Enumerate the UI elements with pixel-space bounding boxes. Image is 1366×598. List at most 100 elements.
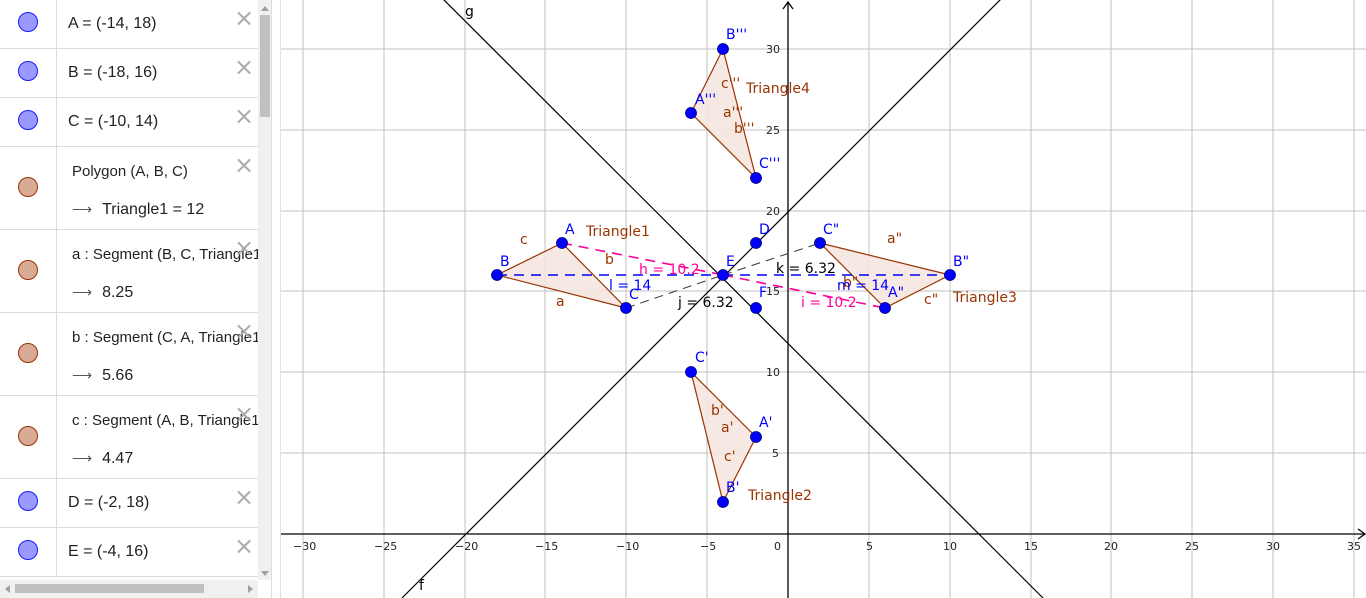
- point-marble-icon[interactable]: [18, 12, 38, 32]
- graphics-view[interactable]: −30 −25 −20 −15 −10 −5 0 5 10 15 20 25 3…: [280, 0, 1366, 598]
- svg-text:Triangle4: Triangle4: [745, 81, 810, 97]
- algebra-item-D[interactable]: D = (-2, 18) ×: [0, 479, 258, 528]
- segment-marble-icon[interactable]: [18, 426, 38, 446]
- triangle4[interactable]: Triangle4 a''' b''' c''': [690, 47, 810, 180]
- point-D[interactable]: [750, 237, 762, 249]
- point-marble-icon[interactable]: [18, 540, 38, 560]
- svg-text:c: c: [520, 232, 528, 248]
- scrollbar-thumb[interactable]: [15, 584, 204, 593]
- close-icon[interactable]: ×: [234, 151, 255, 179]
- algebra-item-triangle1[interactable]: Polygon (A, B, C) ⟶ Triangle1 = 12 ×: [0, 147, 258, 230]
- svg-text:l = 14: l = 14: [609, 278, 651, 294]
- algebra-item-text[interactable]: C = (-10, 14): [68, 113, 159, 130]
- svg-text:C": C": [823, 222, 839, 238]
- point-C-double-prime[interactable]: [814, 237, 826, 249]
- visibility-toggle[interactable]: [0, 230, 57, 312]
- segment-h[interactable]: h = 10.2: [561, 242, 724, 278]
- scrollbar-thumb[interactable]: [260, 15, 270, 117]
- algebra-item-C[interactable]: C = (-10, 14) ×: [0, 98, 258, 147]
- svg-text:g: g: [465, 4, 474, 20]
- point-A-triple-prime[interactable]: [685, 107, 697, 119]
- algebra-item-B[interactable]: B = (-18, 16) ×: [0, 49, 258, 98]
- svg-text:a": a": [887, 231, 902, 247]
- algebra-item-definition[interactable]: a : Segment (B, C, Triangle1): [72, 246, 258, 263]
- segment-k[interactable]: k = 6.32: [722, 242, 836, 277]
- algebra-item-segment-a[interactable]: a : Segment (B, C, Triangle1) ⟶ 8.25 ×: [0, 230, 258, 313]
- close-icon[interactable]: ×: [234, 400, 255, 428]
- svg-text:Triangle2: Triangle2: [747, 488, 812, 504]
- svg-text:−25: −25: [374, 540, 397, 553]
- point-B-double-prime[interactable]: [944, 269, 956, 281]
- algebra-item-output: ⟶ 5.66: [72, 367, 133, 385]
- polygon-marble-icon[interactable]: [18, 177, 38, 197]
- arrow-icon: ⟶: [72, 284, 93, 300]
- point-B-prime[interactable]: [717, 496, 729, 508]
- point-B[interactable]: [491, 269, 503, 281]
- point-F[interactable]: [750, 302, 762, 314]
- svg-text:i = 10.2: i = 10.2: [801, 295, 857, 311]
- algebra-item-segment-c[interactable]: c : Segment (A, B, Triangle1) ⟶ 4.47 ×: [0, 396, 258, 479]
- algebra-item-definition[interactable]: b : Segment (C, A, Triangle1): [72, 329, 258, 346]
- triangle1[interactable]: Triangle1 a b c: [495, 224, 650, 310]
- graphics-canvas[interactable]: −30 −25 −20 −15 −10 −5 0 5 10 15 20 25 3…: [281, 0, 1366, 598]
- segment-l[interactable]: l = 14: [497, 274, 723, 294]
- visibility-toggle[interactable]: [0, 49, 57, 97]
- algebra-item-text[interactable]: D = (-2, 18): [68, 494, 150, 511]
- point-A-prime[interactable]: [750, 431, 762, 443]
- segment-marble-icon[interactable]: [18, 343, 38, 363]
- visibility-toggle[interactable]: [0, 147, 57, 229]
- visibility-toggle[interactable]: [0, 528, 57, 576]
- scroll-down-icon[interactable]: [261, 571, 269, 576]
- svg-text:a: a: [556, 294, 565, 310]
- point-C[interactable]: [620, 302, 632, 314]
- visibility-toggle[interactable]: [0, 0, 57, 48]
- segment-i[interactable]: i = 10.2: [722, 274, 886, 311]
- visibility-toggle[interactable]: [0, 396, 57, 478]
- close-icon[interactable]: ×: [234, 532, 255, 560]
- point-A-double-prime[interactable]: [879, 302, 891, 314]
- svg-text:k = 6.32: k = 6.32: [776, 261, 836, 277]
- scroll-left-icon[interactable]: [5, 585, 10, 593]
- close-icon[interactable]: ×: [234, 53, 255, 81]
- close-icon[interactable]: ×: [234, 483, 255, 511]
- algebra-item-definition[interactable]: Polygon (A, B, C): [72, 163, 188, 180]
- triangle2[interactable]: Triangle2 a' b' c': [689, 370, 812, 504]
- svg-text:10: 10: [943, 540, 957, 553]
- algebra-item-A[interactable]: A = (-14, 18) ×: [0, 0, 258, 49]
- close-icon[interactable]: ×: [234, 317, 255, 345]
- line-f[interactable]: f: [401, 0, 1001, 598]
- svg-text:25: 25: [1185, 540, 1199, 553]
- scroll-right-icon[interactable]: [248, 585, 253, 593]
- segment-marble-icon[interactable]: [18, 260, 38, 280]
- visibility-toggle[interactable]: [0, 98, 57, 146]
- algebra-item-text[interactable]: B = (-18, 16): [68, 64, 158, 81]
- point-marble-icon[interactable]: [18, 61, 38, 81]
- scroll-up-icon[interactable]: [261, 6, 269, 11]
- point-B-triple-prime[interactable]: [717, 43, 729, 55]
- algebra-item-text[interactable]: E = (-4, 16): [68, 543, 149, 560]
- visibility-toggle[interactable]: [0, 313, 57, 395]
- horizontal-scrollbar[interactable]: [0, 580, 258, 598]
- close-icon[interactable]: ×: [234, 102, 255, 130]
- point-C-triple-prime[interactable]: [750, 172, 762, 184]
- point-A[interactable]: [556, 237, 568, 249]
- point-marble-icon[interactable]: [18, 491, 38, 511]
- svg-text:20: 20: [766, 205, 780, 218]
- output-value: 8.25: [102, 284, 134, 301]
- algebra-item-definition[interactable]: c : Segment (A, B, Triangle1): [72, 412, 258, 429]
- line-g[interactable]: g: [443, 0, 1044, 598]
- close-icon[interactable]: ×: [234, 4, 255, 32]
- point-C-prime[interactable]: [685, 366, 697, 378]
- point-marble-icon[interactable]: [18, 110, 38, 130]
- segment-j[interactable]: j = 6.32: [625, 274, 734, 311]
- segment-m[interactable]: m = 14: [723, 274, 950, 294]
- svg-text:−20: −20: [455, 540, 478, 553]
- algebra-item-segment-b[interactable]: b : Segment (C, A, Triangle1) ⟶ 5.66 ×: [0, 313, 258, 396]
- close-icon[interactable]: ×: [234, 234, 255, 262]
- algebra-item-E[interactable]: E = (-4, 16) ×: [0, 528, 258, 577]
- svg-text:D: D: [759, 222, 770, 238]
- vertical-scrollbar[interactable]: [258, 0, 271, 580]
- visibility-toggle[interactable]: [0, 479, 57, 527]
- point-E[interactable]: [717, 269, 729, 281]
- algebra-item-text[interactable]: A = (-14, 18): [68, 15, 157, 32]
